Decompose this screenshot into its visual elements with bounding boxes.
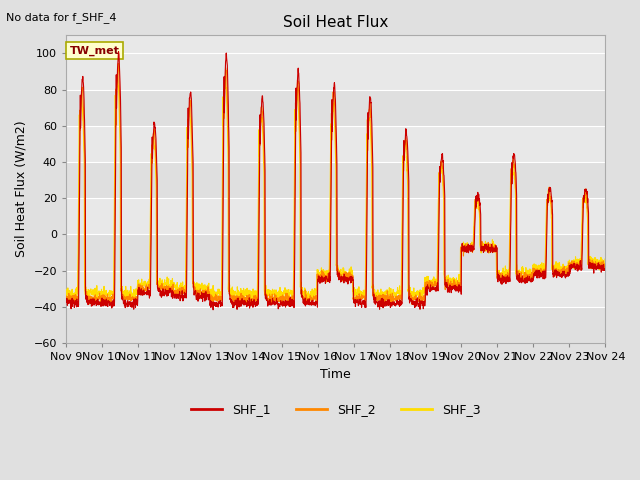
Bar (66, 90, 605, 126)
SHF_2 (351, 295, 359, 300)
SHF_3 (114, 73, 122, 79)
SHF_2 (62, 298, 70, 303)
Text: No data for f_SHF_4: No data for f_SHF_4 (6, 12, 117, 23)
SHF_3 (351, 292, 359, 298)
SHF_3 (493, 266, 500, 272)
SHF_1 (209, 307, 217, 312)
SHF_2 (569, 264, 577, 270)
Legend: SHF_1, SHF_2, SHF_3: SHF_1, SHF_2, SHF_3 (186, 398, 486, 421)
SHF_3 (62, 289, 70, 295)
SHF_1 (554, 269, 562, 275)
Bar (66, 162, 605, 198)
SHF_2 (554, 269, 562, 275)
SHF_3 (554, 260, 562, 266)
SHF_1 (493, 248, 500, 253)
SHF_2 (212, 293, 220, 299)
SHF_3 (569, 263, 577, 268)
Bar (66, 234, 605, 271)
Line: SHF_2: SHF_2 (66, 63, 605, 305)
Line: SHF_1: SHF_1 (66, 51, 605, 310)
SHF_1 (115, 48, 122, 54)
SHF_2 (363, 175, 371, 180)
SHF_2 (601, 262, 609, 268)
SHF_2 (115, 60, 122, 66)
SHF_3 (601, 256, 609, 262)
X-axis label: Time: Time (320, 368, 351, 381)
Y-axis label: Soil Heat Flux (W/m2): Soil Heat Flux (W/m2) (15, 121, 28, 257)
SHF_3 (364, 151, 371, 156)
Bar (66, 307, 605, 343)
SHF_1 (351, 304, 359, 310)
SHF_1 (569, 263, 577, 268)
Line: SHF_3: SHF_3 (66, 76, 605, 302)
SHF_3 (99, 299, 107, 305)
Text: TW_met: TW_met (70, 46, 120, 56)
SHF_1 (213, 303, 221, 309)
SHF_3 (213, 294, 221, 300)
SHF_1 (601, 267, 609, 273)
Title: Soil Heat Flux: Soil Heat Flux (283, 15, 388, 30)
SHF_1 (364, 195, 371, 201)
SHF_2 (493, 248, 500, 254)
SHF_2 (387, 302, 395, 308)
SHF_1 (62, 297, 70, 302)
